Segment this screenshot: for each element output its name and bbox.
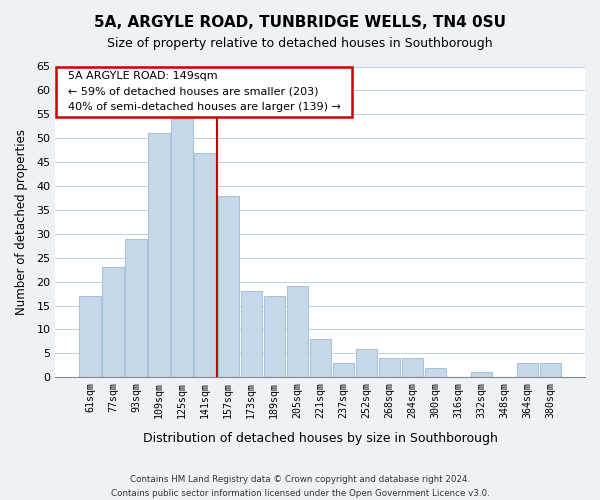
- Bar: [470, 372, 492, 377]
- Bar: [425, 368, 446, 377]
- Bar: [356, 348, 377, 377]
- Bar: [332, 363, 354, 377]
- Text: Contains HM Land Registry data © Crown copyright and database right 2024.
Contai: Contains HM Land Registry data © Crown c…: [110, 476, 490, 498]
- Bar: [517, 363, 538, 377]
- X-axis label: Distribution of detached houses by size in Southborough: Distribution of detached houses by size …: [143, 432, 497, 445]
- Bar: [540, 363, 561, 377]
- Bar: [310, 339, 331, 377]
- Bar: [287, 286, 308, 377]
- Text: 5A, ARGYLE ROAD, TUNBRIDGE WELLS, TN4 0SU: 5A, ARGYLE ROAD, TUNBRIDGE WELLS, TN4 0S…: [94, 15, 506, 30]
- Bar: [194, 152, 215, 377]
- Bar: [379, 358, 400, 377]
- Text: Size of property relative to detached houses in Southborough: Size of property relative to detached ho…: [107, 38, 493, 51]
- Bar: [218, 196, 239, 377]
- Text: 5A ARGYLE ROAD: 149sqm
  ← 59% of detached houses are smaller (203)
  40% of sem: 5A ARGYLE ROAD: 149sqm ← 59% of detached…: [61, 71, 347, 112]
- Bar: [241, 291, 262, 377]
- Bar: [79, 296, 101, 377]
- Bar: [103, 268, 124, 377]
- Y-axis label: Number of detached properties: Number of detached properties: [15, 129, 28, 315]
- Bar: [125, 238, 146, 377]
- Bar: [401, 358, 423, 377]
- Bar: [263, 296, 285, 377]
- Bar: [148, 134, 170, 377]
- Bar: [172, 119, 193, 377]
